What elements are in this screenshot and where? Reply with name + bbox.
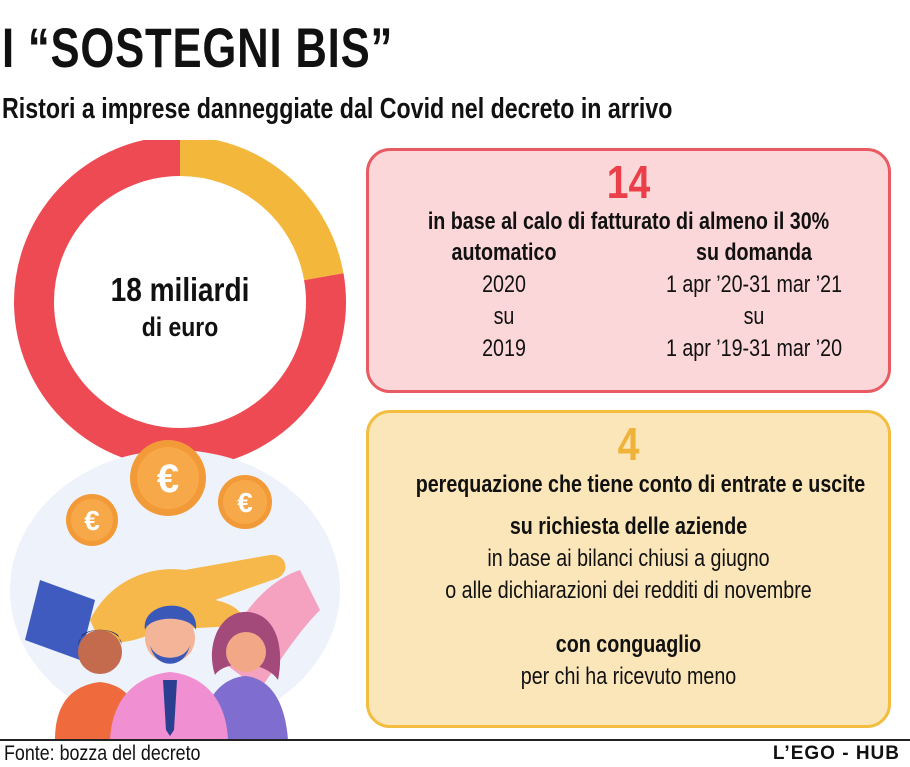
column-line: 1 apr ’19-31 mar ’20 [665,335,842,362]
euro-coin-icon: € [130,440,206,516]
box-perequazione: 4 perequazione che tiene conto di entrat… [366,410,891,728]
chart-subtitle: Ristori a imprese danneggiate dal Covid … [2,93,673,125]
coin-symbol-large: € [157,457,179,501]
columns: automatico 2020 su 2019 su domanda 1 apr… [369,237,888,365]
donut-slice-automatic [14,140,346,468]
box-value: 4 [617,418,640,470]
donut-center-label: 18 miliardi di euro [45,270,315,344]
box-automatic: 14 in base al calo di fatturato di almen… [366,148,891,393]
adjust-title: con conguaglio [555,631,702,658]
box-condition: in base al calo di fatturato di almeno i… [427,208,830,235]
adjust-line: per chi ha ricevuto meno [520,663,737,690]
euro-coin-icon: € [66,494,118,546]
donut-slice-perequazione [179,140,344,281]
total-unit: di euro [141,312,219,342]
donut-chart [14,140,346,468]
chart-title: I “SOSTEGNI BIS” [2,16,394,79]
box-value: 14 [606,156,651,208]
total-amount: 18 miliardi [110,271,250,308]
column-header: su domanda [695,239,812,266]
source-note: Fonte: bozza del decreto [4,742,201,765]
column-line: 2020 [481,271,526,298]
credit-logo: L’EGO - HUB [772,743,900,764]
people-icon [55,605,288,740]
box-heading: perequazione che tiene conto di entrate … [415,471,866,498]
request-line: in base ai bilanci chiusi a giugno [487,545,770,572]
euro-coin-icon: € [218,475,272,529]
column-line: 2019 [481,335,526,362]
column-line: 1 apr ’20-31 mar ’21 [665,271,842,298]
column-on-request: su domanda 1 apr ’20-31 mar ’21 su 1 apr… [629,237,879,365]
footer-divider [0,739,910,741]
request-title: su richiesta delle aziende [509,513,748,540]
column-header: automatico [451,239,556,266]
illustration: € € € [10,440,340,740]
column-line: su [493,303,514,330]
column-line: su [743,303,764,330]
coin-symbol-left: € [84,505,100,536]
request-line: o alle dichiarazioni dei redditi di nove… [445,577,812,604]
coin-symbol-right: € [237,487,253,518]
column-automatic: automatico 2020 su 2019 [379,237,629,365]
